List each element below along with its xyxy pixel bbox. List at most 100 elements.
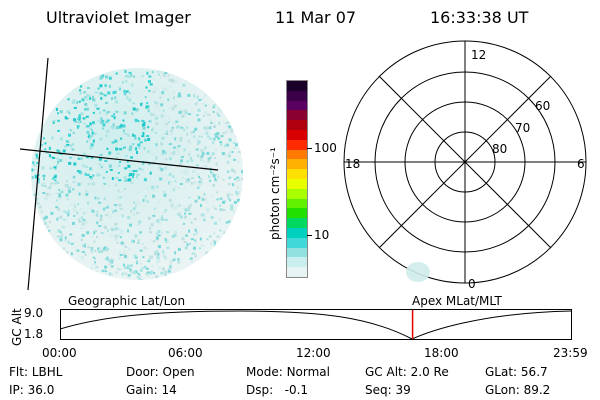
uv-pixel (103, 207, 106, 211)
uv-pixel (178, 163, 182, 166)
uv-pixel (66, 198, 69, 201)
uv-pixel (57, 160, 59, 164)
lat-label-80: 80 (492, 142, 507, 156)
uv-pixel (118, 191, 122, 194)
uv-pixel (99, 92, 103, 95)
uv-pixel (78, 120, 82, 123)
uv-pixel (181, 114, 185, 117)
uv-pixel (172, 91, 175, 95)
uv-pixel (193, 246, 196, 250)
uv-pixel (162, 267, 166, 271)
uv-pixel (177, 261, 181, 264)
uv-pixel (137, 201, 140, 205)
uv-pixel (170, 203, 174, 207)
uv-pixel (72, 188, 75, 191)
uv-pixel (33, 168, 36, 171)
uv-pixel (124, 179, 128, 182)
uv-pixel (155, 148, 158, 152)
uv-pixel (197, 186, 200, 189)
uv-pixel (76, 211, 79, 215)
uv-pixel (70, 203, 73, 206)
uv-pixel (142, 124, 146, 127)
uv-pixel (219, 109, 223, 113)
uv-pixel (72, 143, 74, 147)
uv-pixel (96, 221, 99, 225)
uv-pixel (77, 182, 81, 186)
uv-pixel (217, 176, 220, 179)
uv-pixel (208, 175, 211, 179)
colorbar-tick-mark (307, 148, 312, 149)
uv-pixel (33, 193, 37, 196)
uv-pixel (196, 173, 200, 176)
uv-pixel (52, 177, 55, 180)
uv-pixel (154, 87, 158, 90)
uv-pixel (150, 153, 153, 157)
uv-pixel (160, 217, 163, 221)
uv-pixel (129, 169, 132, 172)
uv-pixel (173, 146, 176, 149)
uv-pixel (118, 164, 121, 168)
uv-pixel (164, 123, 168, 126)
uv-pixel (225, 130, 228, 134)
uv-pixel (242, 172, 243, 175)
uv-pixel (55, 206, 59, 209)
uv-pixel (86, 173, 90, 176)
uv-pixel (64, 218, 68, 221)
uv-pixel (119, 161, 121, 163)
colorbar-swatch (287, 218, 307, 228)
uv-pixel (191, 177, 194, 179)
uv-pixel (116, 242, 119, 245)
uv-pixel (78, 116, 81, 119)
uv-pixel (68, 161, 72, 165)
uv-pixel (172, 188, 175, 192)
uv-pixel (127, 75, 131, 79)
lat-label-60: 60 (535, 99, 550, 113)
uv-pixel (88, 136, 92, 140)
uv-pixel (78, 218, 81, 222)
uv-pixel (48, 220, 51, 223)
uv-pixel (143, 147, 146, 150)
uv-pixel (140, 279, 143, 280)
uv-pixel (191, 260, 193, 263)
uv-pixel (100, 166, 103, 169)
uv-pixel (65, 211, 69, 214)
uv-pixel (82, 117, 86, 120)
colorbar-swatch (287, 169, 307, 179)
uv-pixel (197, 135, 200, 138)
uv-pixel (117, 233, 120, 236)
uv-pixel (175, 146, 179, 150)
uv-pixel (132, 207, 136, 211)
uv-pixel (148, 258, 151, 261)
uv-pixel (198, 181, 202, 184)
uv-pixel (202, 160, 206, 163)
uv-pixel (224, 153, 227, 156)
uv-pixel (111, 115, 114, 118)
uv-pixel (160, 142, 164, 146)
uv-pixel (181, 237, 185, 241)
uv-pixel (97, 197, 101, 200)
uv-pixel (136, 260, 139, 264)
uv-pixel (97, 251, 101, 253)
status-ip: IP: 36.0 (9, 383, 55, 397)
uv-pixel (225, 122, 229, 124)
uv-pixel (125, 79, 128, 83)
uv-pixel (174, 80, 178, 83)
uv-pixel (63, 210, 67, 213)
uv-pixel (32, 161, 35, 165)
uv-pixel (107, 205, 110, 208)
uv-pixel (115, 177, 119, 180)
uv-pixel (82, 164, 85, 168)
uv-pixel (84, 108, 86, 111)
uv-pixel (152, 214, 156, 217)
uv-pixel (67, 240, 70, 244)
uv-pixel (233, 200, 237, 204)
uv-pixel (100, 120, 104, 124)
uv-pixel (106, 129, 110, 133)
uv-pixel (104, 84, 107, 88)
uv-pixel (128, 98, 132, 102)
uv-pixel (159, 216, 162, 220)
uv-pixel (151, 71, 154, 74)
uv-pixel (100, 75, 104, 79)
uv-pixel (215, 162, 218, 166)
uv-pixel (226, 193, 230, 197)
